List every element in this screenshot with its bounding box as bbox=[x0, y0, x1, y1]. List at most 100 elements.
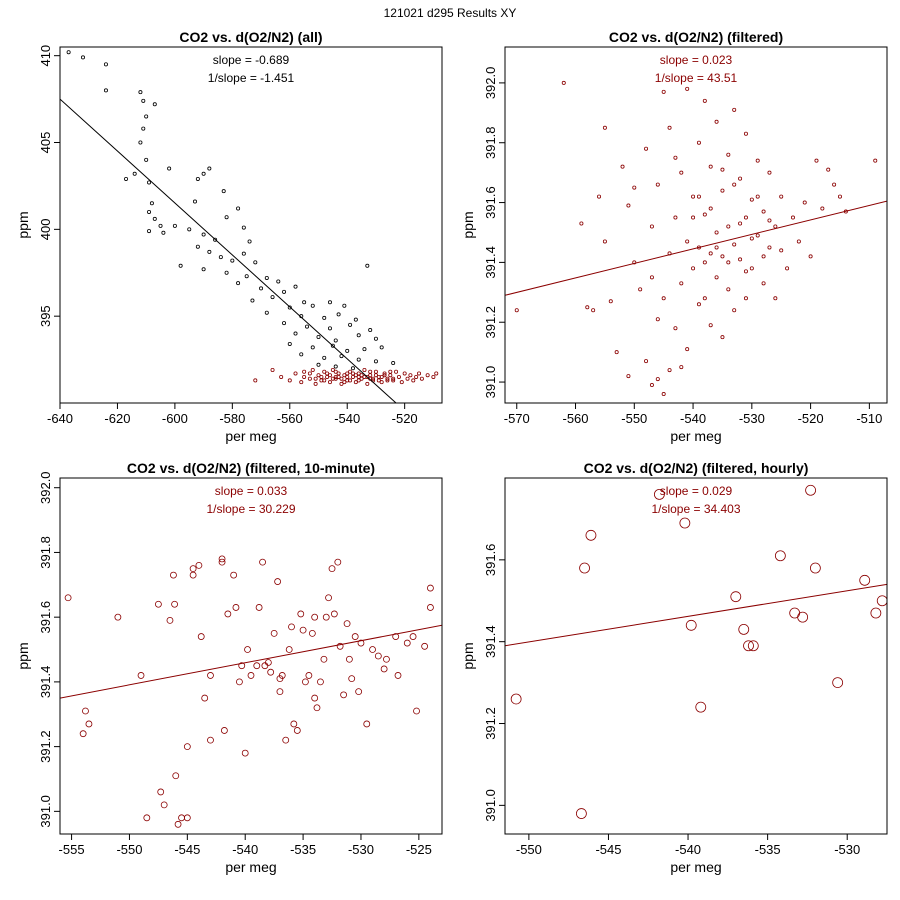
data-point bbox=[743, 296, 748, 301]
panel-filtered-10-minute: CO2 vs. d(O2/N2) (filtered, 10-minute) -5… bbox=[15, 460, 443, 875]
data-point bbox=[264, 275, 269, 280]
data-point bbox=[514, 308, 519, 313]
data-point bbox=[356, 333, 361, 338]
panel-all: CO2 vs. d(O2/N2) (all) -640 -620 -600 -580 -5… bbox=[15, 29, 443, 444]
data-point bbox=[138, 140, 143, 145]
data-point bbox=[310, 345, 315, 350]
data-point bbox=[738, 221, 743, 226]
panel-title: CO2 vs. d(O2/N2) (filtered, 10-minute) bbox=[127, 460, 375, 476]
y-tick-label: 391.2 bbox=[483, 707, 498, 740]
data-point bbox=[602, 239, 607, 244]
data-point bbox=[310, 303, 315, 308]
data-point bbox=[773, 224, 778, 229]
data-point bbox=[362, 374, 367, 379]
data-point bbox=[322, 355, 327, 360]
data-point bbox=[679, 170, 684, 175]
data-point bbox=[285, 646, 293, 653]
data-point bbox=[114, 613, 122, 621]
data-point bbox=[576, 808, 587, 819]
y-tick-label: 391.6 bbox=[483, 544, 498, 577]
data-point bbox=[679, 281, 684, 286]
data-point bbox=[667, 368, 672, 373]
data-point bbox=[287, 305, 292, 310]
data-point bbox=[327, 300, 332, 305]
data-point bbox=[195, 244, 200, 249]
plot-area bbox=[60, 50, 439, 403]
data-point bbox=[696, 194, 701, 199]
data-point bbox=[679, 517, 691, 529]
data-point bbox=[241, 251, 246, 256]
data-point bbox=[270, 367, 275, 372]
regression-line bbox=[60, 98, 397, 403]
data-point bbox=[330, 376, 335, 381]
data-point bbox=[738, 624, 750, 635]
data-point bbox=[345, 655, 353, 663]
data-point bbox=[779, 194, 784, 199]
data-point bbox=[278, 672, 286, 679]
data-point bbox=[653, 488, 665, 500]
data-point bbox=[322, 613, 330, 621]
data-point bbox=[308, 629, 316, 637]
data-point bbox=[66, 50, 71, 55]
data-point bbox=[293, 727, 301, 734]
data-point bbox=[339, 354, 344, 359]
plot-frame bbox=[504, 46, 888, 404]
data-point bbox=[380, 665, 388, 673]
data-point bbox=[379, 345, 384, 350]
x-axis-label: per meg bbox=[225, 428, 276, 444]
data-point bbox=[330, 367, 335, 372]
data-point bbox=[316, 373, 321, 378]
data-point bbox=[708, 323, 713, 328]
y-tick-label: 391.4 bbox=[38, 666, 53, 699]
data-point bbox=[189, 571, 197, 579]
plot-frame bbox=[59, 46, 443, 404]
slope-annotation: slope = 0.033 bbox=[215, 484, 288, 498]
x-tick-label: -520 bbox=[798, 411, 824, 426]
data-point bbox=[661, 392, 666, 397]
x-tick-label: -545 bbox=[174, 842, 200, 857]
data-point bbox=[362, 367, 367, 372]
data-point bbox=[287, 378, 292, 383]
data-point bbox=[353, 380, 358, 385]
data-point bbox=[85, 720, 93, 728]
data-point bbox=[244, 274, 249, 279]
data-point bbox=[421, 642, 429, 650]
data-point bbox=[224, 610, 232, 618]
data-point bbox=[814, 158, 819, 163]
data-point bbox=[342, 303, 347, 308]
plot-area bbox=[505, 484, 887, 819]
panel-title: CO2 vs. d(O2/N2) (filtered, hourly) bbox=[584, 460, 809, 476]
data-point bbox=[353, 373, 358, 378]
data-point bbox=[178, 814, 185, 822]
data-point bbox=[343, 620, 351, 628]
data-point bbox=[339, 376, 344, 381]
data-point bbox=[302, 369, 307, 374]
data-point bbox=[391, 378, 396, 383]
data-point bbox=[388, 369, 393, 374]
data-point bbox=[726, 287, 731, 292]
data-point bbox=[80, 55, 85, 60]
slope-annotation: slope = 0.023 bbox=[660, 53, 733, 67]
data-point bbox=[170, 571, 177, 579]
data-point bbox=[356, 357, 361, 362]
data-point bbox=[755, 194, 760, 199]
data-point bbox=[259, 558, 266, 566]
x-tick-label: -640 bbox=[47, 411, 73, 426]
data-point bbox=[730, 591, 742, 603]
y-axis-label: ppm bbox=[460, 211, 476, 238]
regression-line bbox=[505, 200, 887, 296]
x-tick-label: -535 bbox=[290, 842, 316, 857]
data-point bbox=[832, 182, 837, 187]
data-point bbox=[290, 720, 298, 728]
data-point bbox=[696, 140, 701, 145]
data-point bbox=[157, 788, 165, 796]
data-point bbox=[796, 239, 801, 244]
data-point bbox=[394, 369, 399, 374]
data-point bbox=[837, 194, 842, 199]
data-point bbox=[714, 230, 719, 235]
data-point bbox=[720, 254, 725, 259]
data-point bbox=[221, 189, 226, 194]
data-point bbox=[218, 555, 226, 563]
x-axis-label: per meg bbox=[670, 428, 721, 444]
data-point bbox=[626, 203, 631, 208]
